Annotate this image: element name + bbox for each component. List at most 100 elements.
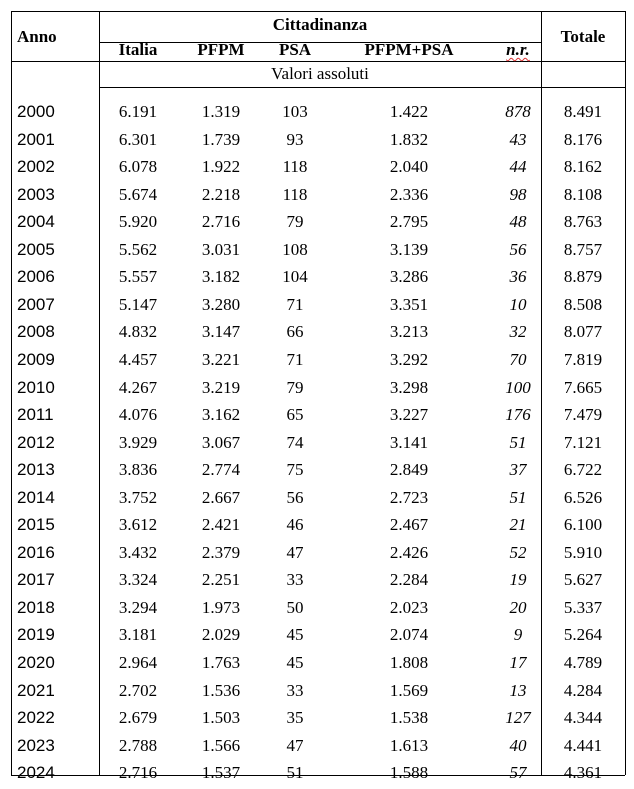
cell-totale: 5.910 bbox=[563, 542, 603, 562]
cell-psa: 75 bbox=[286, 460, 304, 480]
cell-pfpm: 3.219 bbox=[201, 377, 241, 397]
cell-pfpm: 2.251 bbox=[201, 570, 241, 590]
row-year: 2012 bbox=[17, 432, 55, 452]
row-year: 2022 bbox=[17, 708, 55, 728]
cell-totale: 4.361 bbox=[563, 763, 603, 783]
row-year: 2020 bbox=[17, 653, 55, 672]
cell-totale: 5.627 bbox=[563, 570, 603, 590]
cell-pfpm: 1.319 bbox=[201, 102, 241, 121]
cell-italia: 6.078 bbox=[118, 157, 158, 177]
cell-psa: 45 bbox=[286, 625, 304, 645]
cell-pfpm-psa: 1.422 bbox=[389, 102, 429, 121]
cell-nr: 32 bbox=[509, 322, 527, 342]
cell-psa: 118 bbox=[282, 157, 308, 177]
row-year: 2000 bbox=[17, 102, 55, 121]
row-year: 2010 bbox=[17, 377, 55, 397]
anno-divider bbox=[99, 11, 100, 775]
cell-totale: 4.789 bbox=[563, 653, 603, 672]
cell-italia: 2.964 bbox=[118, 653, 158, 672]
cell-totale: 5.337 bbox=[563, 597, 603, 617]
cell-pfpm-psa: 2.426 bbox=[389, 542, 429, 562]
cell-totale: 8.162 bbox=[563, 157, 603, 177]
cell-pfpm: 1.763 bbox=[201, 653, 241, 672]
cell-pfpm-psa: 1.832 bbox=[389, 129, 429, 149]
cell-totale: 4.284 bbox=[563, 680, 603, 700]
cell-pfpm: 1.566 bbox=[201, 735, 241, 755]
cell-italia: 3.432 bbox=[118, 542, 158, 562]
cell-italia: 5.557 bbox=[118, 267, 158, 287]
cell-pfpm-psa: 3.141 bbox=[389, 432, 429, 452]
cell-pfpm-psa: 2.023 bbox=[389, 597, 429, 617]
cell-totale: 7.665 bbox=[563, 377, 603, 397]
cell-psa: 79 bbox=[286, 377, 304, 397]
cell-psa: 47 bbox=[286, 735, 304, 755]
cell-pfpm: 3.147 bbox=[201, 322, 241, 342]
cell-pfpm: 3.067 bbox=[201, 432, 241, 452]
row-year: 2011 bbox=[17, 405, 54, 425]
subheader-valori-assoluti: Valori assoluti bbox=[271, 64, 369, 83]
row-year: 2023 bbox=[17, 735, 55, 755]
cell-totale: 8.176 bbox=[563, 129, 603, 149]
cell-nr: 37 bbox=[509, 460, 527, 480]
cell-italia: 5.562 bbox=[118, 239, 158, 259]
cell-pfpm: 1.537 bbox=[201, 763, 241, 783]
cell-nr: 19 bbox=[509, 570, 527, 590]
cell-italia: 4.832 bbox=[118, 322, 158, 342]
header-pfpm: PFPM bbox=[197, 40, 245, 59]
cell-nr: 56 bbox=[509, 239, 527, 259]
cell-psa: 74 bbox=[286, 432, 304, 452]
cell-psa: 46 bbox=[286, 515, 304, 535]
row-year: 2019 bbox=[17, 625, 55, 645]
cell-nr: 52 bbox=[509, 542, 527, 562]
header-psa: PSA bbox=[278, 40, 312, 59]
cell-italia: 3.294 bbox=[118, 597, 158, 617]
row-year: 2002 bbox=[17, 157, 55, 177]
cell-pfpm: 3.221 bbox=[201, 349, 241, 369]
row-year: 2005 bbox=[17, 239, 55, 259]
cell-pfpm: 2.667 bbox=[201, 487, 241, 507]
cell-psa: 71 bbox=[286, 349, 304, 369]
table-right-border-header bbox=[625, 11, 626, 61]
cell-nr: 44 bbox=[509, 157, 527, 177]
cell-pfpm: 2.716 bbox=[201, 212, 241, 232]
cell-pfpm-psa: 3.286 bbox=[389, 267, 429, 287]
cell-pfpm-psa: 3.298 bbox=[389, 377, 429, 397]
cell-nr: 17 bbox=[509, 653, 527, 672]
cell-nr: 36 bbox=[509, 267, 527, 287]
cell-psa: 66 bbox=[286, 322, 304, 342]
table-top-border bbox=[11, 11, 625, 12]
cell-italia: 5.147 bbox=[118, 294, 158, 314]
totale-left-border-header bbox=[541, 11, 542, 61]
cell-pfpm-psa: 1.569 bbox=[389, 680, 429, 700]
cell-pfpm-psa: 1.588 bbox=[389, 763, 429, 783]
cell-psa: 71 bbox=[286, 294, 304, 314]
cell-italia: 2.716 bbox=[118, 763, 158, 783]
cell-psa: 56 bbox=[286, 487, 304, 507]
cell-totale: 8.491 bbox=[563, 102, 603, 121]
cell-psa: 33 bbox=[286, 570, 304, 590]
cell-totale: 8.763 bbox=[563, 212, 603, 232]
cell-italia: 6.301 bbox=[118, 129, 158, 149]
cell-nr: 51 bbox=[509, 487, 527, 507]
cell-totale: 6.100 bbox=[563, 515, 603, 535]
cell-pfpm-psa: 3.227 bbox=[389, 405, 429, 425]
cell-italia: 2.788 bbox=[118, 735, 158, 755]
cell-nr: 40 bbox=[509, 735, 527, 755]
cell-nr: 127 bbox=[505, 708, 531, 728]
cell-psa: 79 bbox=[286, 212, 304, 232]
cell-totale: 8.108 bbox=[563, 184, 603, 204]
cell-nr: 57 bbox=[509, 763, 527, 783]
row-year: 2006 bbox=[17, 267, 55, 287]
row-year: 2017 bbox=[17, 570, 55, 590]
row-year: 2003 bbox=[17, 184, 55, 204]
cell-pfpm-psa: 2.849 bbox=[389, 460, 429, 480]
cell-pfpm-psa: 2.467 bbox=[389, 515, 429, 535]
cell-nr: 51 bbox=[509, 432, 527, 452]
cell-pfpm: 2.029 bbox=[201, 625, 241, 645]
cell-psa: 50 bbox=[286, 597, 304, 617]
cell-totale: 7.479 bbox=[563, 405, 603, 425]
cell-psa: 104 bbox=[282, 267, 308, 287]
header-pfpm-psa: PFPM+PSA bbox=[364, 40, 454, 59]
cell-pfpm-psa: 2.284 bbox=[389, 570, 429, 590]
row-year: 2001 bbox=[17, 129, 55, 149]
